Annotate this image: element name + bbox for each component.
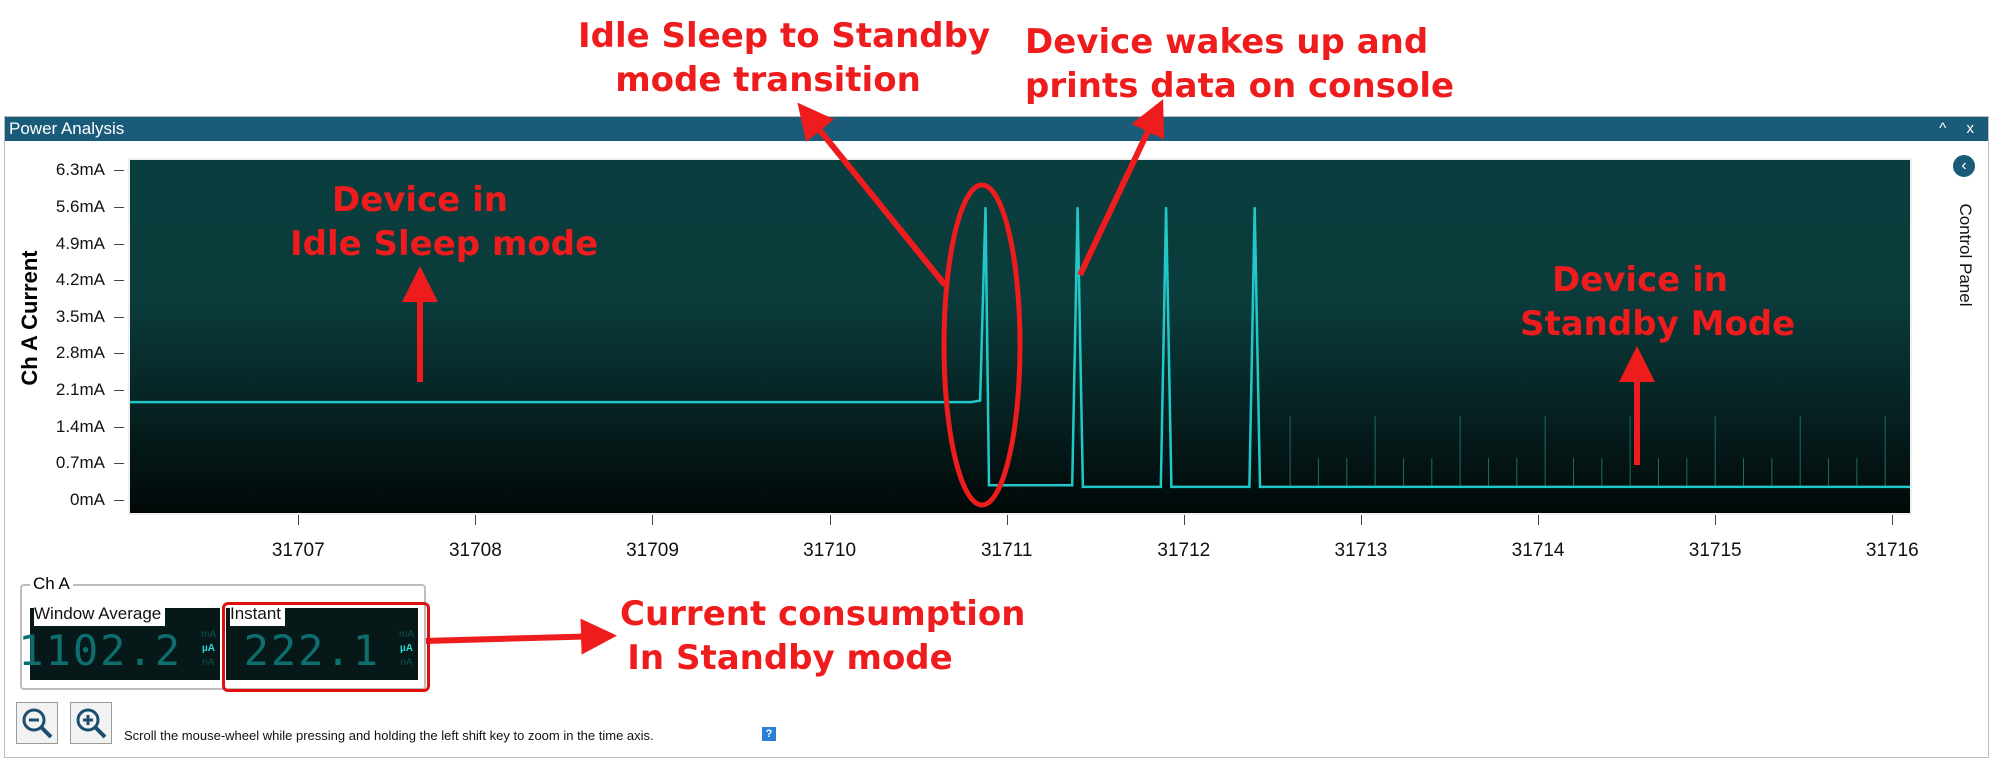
x-tick-label: 31713 bbox=[1334, 540, 1388, 561]
window-average-units: mA µA nA bbox=[201, 628, 216, 670]
annotation-current: Current consumption In Standby mode bbox=[620, 592, 1026, 680]
zoom-in-button[interactable] bbox=[70, 702, 112, 744]
unit-na: nA bbox=[202, 657, 215, 668]
x-tick-label: 31710 bbox=[803, 540, 857, 561]
y-tick-mark bbox=[114, 463, 124, 465]
x-tick-mark bbox=[1892, 515, 1894, 525]
annotation-line: mode transition bbox=[615, 60, 921, 100]
window-title: Power Analysis bbox=[9, 119, 125, 138]
x-tick-mark bbox=[829, 515, 831, 525]
y-tick-mark bbox=[114, 243, 124, 245]
y-tick-label: 4.2mA bbox=[55, 270, 105, 290]
y-tick-label: 0mA bbox=[70, 489, 105, 509]
y-tick-mark bbox=[114, 316, 124, 318]
annotation-standby: Device in Standby Mode bbox=[1520, 258, 1796, 346]
annotation-idle-sleep: Device in Idle Sleep mode bbox=[290, 178, 599, 266]
x-tick-mark bbox=[1006, 515, 1008, 525]
window-controls[interactable]: ^ x bbox=[1939, 120, 1982, 137]
x-tick-label: 31707 bbox=[271, 540, 325, 561]
annotation-line: Current consumption bbox=[620, 594, 1026, 634]
window-average-value: 1102.2 bbox=[18, 626, 182, 675]
channel-a-readout: Ch A Window Average 1102.2 mA µA nA Inst… bbox=[18, 574, 430, 692]
y-tick-mark bbox=[114, 390, 124, 392]
help-icon[interactable]: ? bbox=[762, 727, 776, 741]
x-tick-mark bbox=[1538, 515, 1540, 525]
y-tick-mark bbox=[114, 207, 124, 209]
x-tick-label: 31709 bbox=[626, 540, 679, 561]
window-average-readout: Window Average 1102.2 mA µA nA bbox=[18, 604, 220, 680]
instant-readout: Instant 222.1 mA µA nA bbox=[226, 604, 418, 680]
window-average-label: Window Average bbox=[34, 604, 166, 626]
unit-na: nA bbox=[400, 657, 413, 668]
y-tick-mark bbox=[114, 426, 124, 428]
zoom-in-icon bbox=[76, 708, 107, 739]
y-tick-label: 3.5mA bbox=[55, 306, 105, 326]
zoom-hint: Scroll the mouse-wheel while pressing an… bbox=[124, 728, 654, 743]
annotation-wake: Device wakes up and prints data on conso… bbox=[1025, 20, 1455, 108]
instant-label: Instant bbox=[230, 604, 286, 626]
x-tick-label: 31714 bbox=[1511, 540, 1565, 561]
annotation-line: Device in bbox=[1551, 260, 1728, 300]
instant-units: mA µA nA bbox=[399, 628, 414, 670]
x-tick-label: 31715 bbox=[1688, 540, 1742, 561]
zoom-out-icon bbox=[22, 708, 53, 739]
y-tick-mark bbox=[114, 170, 124, 172]
control-panel-tab[interactable]: ‹ Control Panel bbox=[1950, 150, 1980, 310]
y-tick-mark bbox=[114, 280, 124, 282]
annotation-line: prints data on console bbox=[1025, 66, 1455, 106]
x-tick-label: 31711 bbox=[980, 540, 1033, 561]
x-tick-mark bbox=[652, 515, 654, 525]
annotation-line: In Standby mode bbox=[627, 638, 953, 678]
unit-ma: mA bbox=[399, 629, 414, 640]
x-tick-mark bbox=[1360, 515, 1362, 525]
x-tick-label: 31716 bbox=[1865, 540, 1919, 561]
chevron-left-icon[interactable]: ‹ bbox=[1953, 155, 1975, 177]
y-tick-label: 6.3mA bbox=[55, 160, 105, 180]
x-tick-mark bbox=[1183, 515, 1185, 525]
channel-legend: Ch A bbox=[30, 574, 73, 594]
annotation-transition: Idle Sleep to Standby mode transition bbox=[578, 14, 991, 102]
x-tick-label: 31712 bbox=[1157, 540, 1211, 561]
window-titlebar: Power Analysis ^ x bbox=[5, 117, 1988, 141]
y-tick-label: 5.6mA bbox=[55, 197, 105, 217]
x-tick-mark bbox=[1715, 515, 1717, 525]
y-tick-label: 2.8mA bbox=[55, 343, 105, 363]
y-tick-mark bbox=[114, 499, 124, 501]
y-tick-label: 2.1mA bbox=[55, 380, 105, 400]
instant-highlight bbox=[222, 602, 430, 692]
control-panel-label: Control Panel bbox=[1956, 203, 1975, 307]
instant-value: 222.1 bbox=[243, 626, 380, 675]
annotation-line: Idle Sleep to Standby bbox=[578, 16, 991, 56]
zoom-out-button[interactable] bbox=[16, 702, 58, 744]
annotation-line: Idle Sleep mode bbox=[290, 224, 599, 264]
annotation-line: Standby Mode bbox=[1520, 304, 1796, 344]
annotation-line: Device wakes up and bbox=[1025, 22, 1429, 62]
y-tick-label: 0.7mA bbox=[55, 453, 105, 473]
x-tick-mark bbox=[298, 515, 300, 525]
y-tick-label: 1.4mA bbox=[55, 416, 105, 436]
unit-ua: µA bbox=[202, 643, 215, 654]
y-tick-mark bbox=[114, 353, 124, 355]
x-tick-label: 31708 bbox=[448, 540, 502, 561]
x-tick-mark bbox=[475, 515, 477, 525]
unit-ua: µA bbox=[400, 643, 413, 654]
unit-ma: mA bbox=[201, 629, 216, 640]
annotation-line: Device in bbox=[331, 180, 508, 220]
y-tick-label: 4.9mA bbox=[55, 233, 105, 253]
